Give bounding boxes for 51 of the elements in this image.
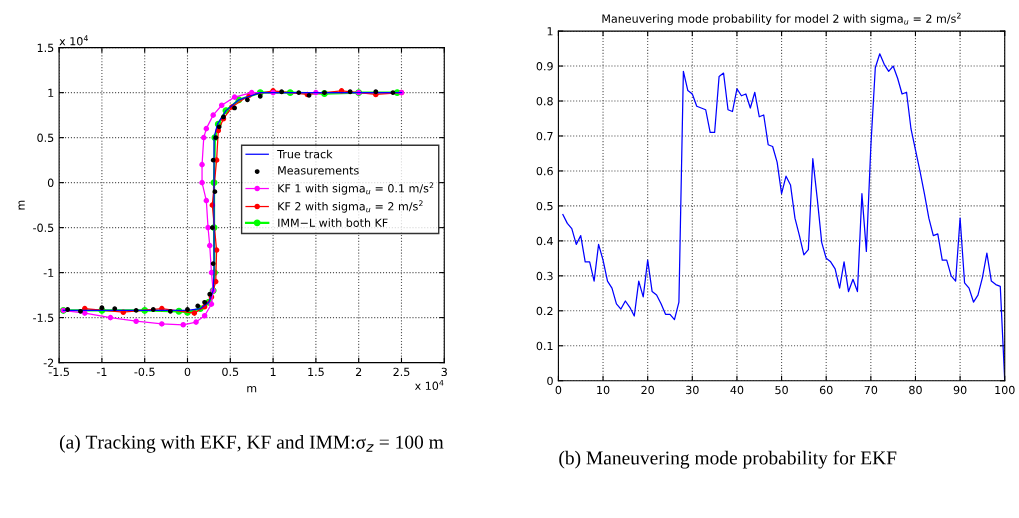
x-tick-label: 60	[819, 385, 833, 395]
y-tick-label: 1	[48, 88, 54, 97]
chart-title: Maneuvering mode probability for model 2 with sigma$_{u}$ = 2 m/s$^{2}$	[602, 12, 961, 25]
x-tick-label: 1.5	[308, 367, 324, 377]
y-tick-label: 0.8	[536, 96, 553, 106]
y-tick-label: -0.5	[33, 223, 54, 232]
text: (b) Maneuvering mode probability for EKF	[559, 450, 897, 469]
legend-label: Measurements	[278, 166, 359, 175]
text: x 10$^{4}$	[59, 35, 88, 46]
x-axis-title: m	[247, 385, 257, 393]
x-tick-label: 50	[775, 385, 788, 395]
y-tick-label: 0.7	[536, 131, 553, 141]
x-tick-label: 20	[641, 385, 655, 395]
x-tick-label: 0.5	[222, 367, 239, 377]
y-tick-label: 0.4	[536, 236, 553, 246]
legend-label: KF 2 with sigma$_{u}$ = 2 m/s$^{2}$	[278, 200, 423, 213]
y-tick-label: -2	[43, 358, 54, 367]
y-tick-label: 1.5	[37, 43, 54, 53]
x-tick-label: 80	[909, 385, 922, 395]
legend-label: KF 1 with sigma$_{u}$ = 0.1 m/s$^{2}$	[278, 182, 434, 195]
y-tick-label: 0.6	[536, 166, 553, 176]
y-tick-label: 0.3	[536, 271, 553, 281]
x-tick-label: 40	[730, 385, 744, 395]
x-tick-label: 3	[441, 367, 447, 377]
x-tick-label: 70	[864, 385, 878, 395]
y-tick-label: 0.5	[536, 201, 553, 211]
x-tick-label: 2	[355, 367, 362, 376]
x-tick-label: -0.5	[134, 367, 155, 377]
x-tick-label: 2.5	[393, 367, 410, 377]
x-tick-label: 100	[995, 385, 1015, 395]
y-tick-label: 0	[547, 376, 553, 386]
x-tick-label: 30	[686, 385, 699, 395]
y-tick-label: 1	[547, 27, 553, 36]
y-tick-label: -1.5	[33, 313, 54, 322]
legend-label: IMM−L with both KF	[278, 218, 388, 227]
text: (a) Tracking with EKF, KF and IMM:σ$_{z}$ = 100 m	[59, 435, 444, 453]
y-tick-label: 0.9	[536, 62, 553, 71]
x-tick-label: 10	[597, 385, 610, 395]
text: x 10$^{4}$	[414, 379, 444, 391]
x-tick-label: 1	[270, 367, 276, 376]
x-tick-label: 0	[184, 367, 191, 377]
y-axis-title: m	[18, 200, 25, 210]
y-tick-label: -1	[43, 268, 54, 277]
x-tick-label: 0	[555, 385, 562, 395]
x-tick-label: -1	[96, 367, 107, 376]
x-tick-label: 90	[953, 385, 967, 395]
y-tick-label: 0.2	[536, 306, 553, 316]
y-tick-label: 0	[47, 178, 54, 188]
y-tick-label: 0.5	[37, 133, 54, 143]
y-tick-label: 0.1	[536, 341, 553, 351]
legend-label: True track	[277, 149, 333, 159]
